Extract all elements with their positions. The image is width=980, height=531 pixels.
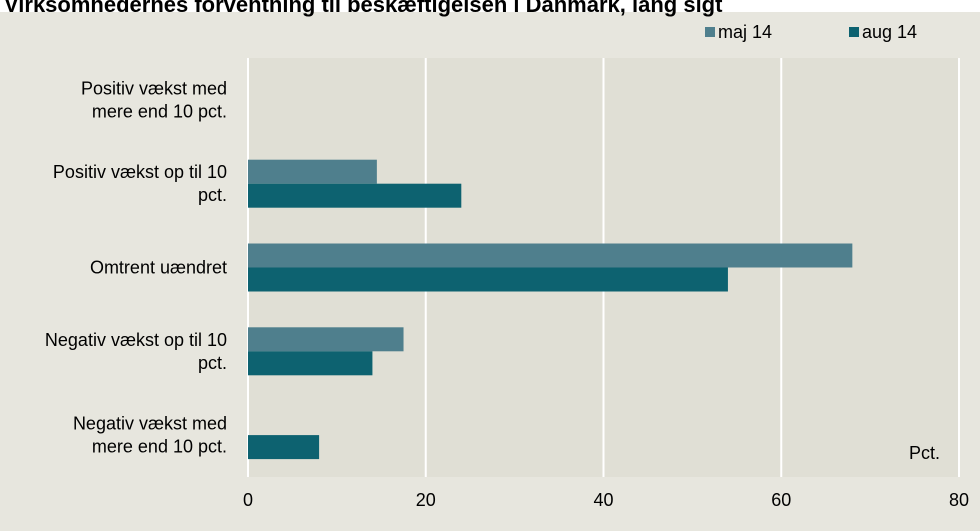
bar-maj-14-1: [248, 159, 377, 184]
category-label-0: Positiv vækst med mere end 10 pct.: [81, 78, 227, 121]
unit-label: Pct.: [909, 443, 940, 463]
category-label-line: pct.: [198, 185, 227, 205]
chart-title: Virksomhedernes forventning til beskæfti…: [4, 0, 723, 17]
category-label-1: Positiv vækst op til 10 pct.: [53, 162, 227, 205]
bar-aug-14-2: [248, 267, 728, 292]
category-label-line: pct.: [198, 353, 227, 373]
legend-swatch-1: [849, 27, 859, 37]
category-label-line: Omtrent uændret: [90, 258, 227, 278]
category-label-line: Negativ vækst op til 10: [45, 330, 227, 350]
category-label-line: Positiv vækst op til 10: [53, 162, 227, 182]
bar-maj-14-2: [248, 243, 853, 268]
bar-aug-14-3: [248, 351, 373, 376]
x-tick-label-0: 0: [243, 490, 253, 510]
category-label-3: Negativ vækst op til 10 pct.: [45, 330, 227, 373]
category-label-line: mere end 10 pct.: [92, 101, 227, 121]
x-tick-label-60: 60: [771, 490, 791, 510]
bar-maj-14-3: [248, 327, 404, 352]
bar-aug-14-1: [248, 183, 462, 208]
legend-label-1: aug 14: [862, 22, 917, 42]
bar-aug-14-4: [248, 435, 320, 460]
legend-swatch-0: [705, 27, 715, 37]
x-tick-label-20: 20: [416, 490, 436, 510]
category-label-4: Negativ vækst med mere end 10 pct.: [73, 414, 227, 457]
category-label-line: Negativ vækst med: [73, 414, 227, 434]
legend-label-0: maj 14: [718, 22, 772, 42]
category-label-2: Omtrent uændret: [90, 258, 227, 278]
x-tick-label-40: 40: [593, 490, 613, 510]
category-label-line: mere end 10 pct.: [92, 437, 227, 457]
category-label-line: Positiv vækst med: [81, 78, 227, 98]
x-tick-label-80: 80: [949, 490, 969, 510]
